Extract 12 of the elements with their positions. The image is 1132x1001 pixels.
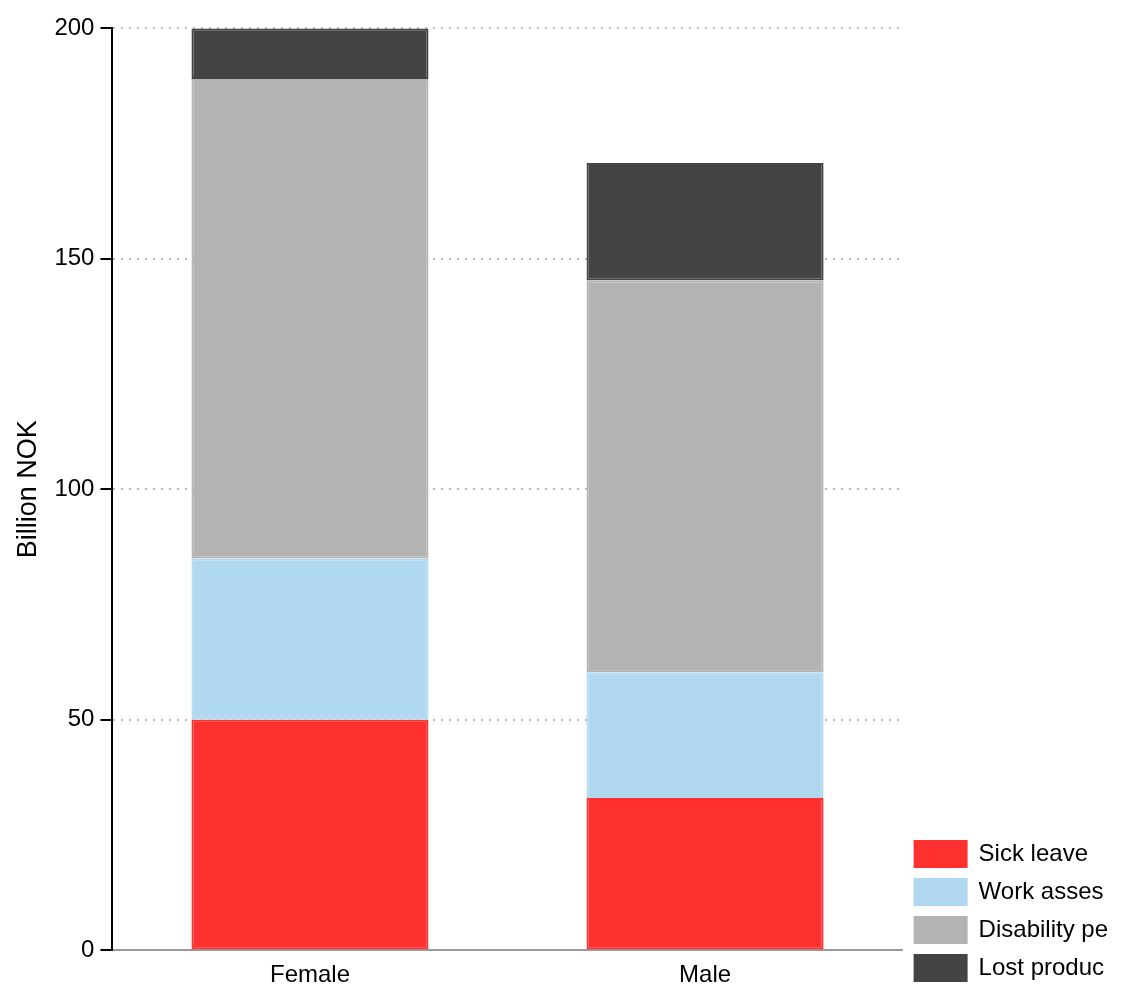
y-tick-label: 50 xyxy=(67,704,95,732)
legend-label: Lost produc xyxy=(978,952,1105,980)
y-axis-title: Billion NOK xyxy=(11,420,42,559)
legend-label: Disability pe xyxy=(978,914,1108,942)
x-tick-label: Female xyxy=(269,960,350,988)
legend-label: Work asses xyxy=(978,876,1104,904)
legend-label: Sick leave xyxy=(978,838,1088,866)
y-tick-label: 0 xyxy=(81,934,95,962)
x-tick-label: Male xyxy=(679,960,732,988)
y-tick-label: 200 xyxy=(54,13,95,41)
y-tick-label: 100 xyxy=(54,473,95,501)
y-tick-label: 150 xyxy=(54,243,95,271)
